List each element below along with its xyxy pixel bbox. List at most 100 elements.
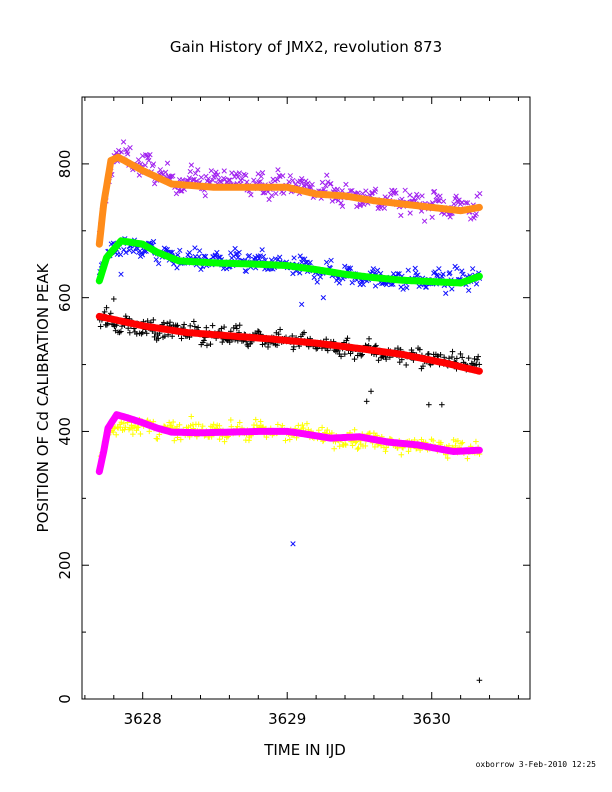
data-point — [150, 238, 157, 245]
data-point — [196, 248, 203, 254]
data-point — [402, 187, 408, 193]
data-point — [355, 445, 362, 451]
data-point — [388, 281, 394, 288]
data-point — [421, 218, 428, 224]
data-point — [191, 318, 197, 325]
data-point — [415, 194, 421, 201]
data-point — [415, 272, 421, 278]
data-point — [277, 326, 283, 333]
data-point — [473, 281, 480, 287]
data-point — [383, 356, 389, 362]
outlier-point — [439, 401, 445, 408]
data-point — [117, 251, 124, 258]
data-point — [449, 286, 455, 292]
data-point — [125, 151, 131, 157]
data-point — [266, 196, 272, 203]
outlier-point — [476, 677, 483, 684]
data-point — [259, 341, 266, 348]
x-tick-label: 3629 — [268, 710, 306, 728]
data-point — [440, 198, 447, 204]
data-point — [167, 319, 173, 326]
y-tick-label: 200 — [56, 551, 74, 580]
data-point — [477, 190, 483, 197]
data-point — [233, 322, 239, 329]
data-point — [192, 245, 198, 251]
data-point — [202, 253, 209, 260]
data-point — [405, 448, 412, 455]
data-point — [147, 152, 153, 158]
outlier-point — [320, 295, 326, 301]
data-point — [164, 320, 171, 327]
fit-curve-5 — [95, 312, 483, 375]
data-point — [214, 249, 220, 256]
data-marks — [95, 139, 483, 684]
data-point — [454, 355, 460, 362]
data-point — [173, 190, 180, 197]
data-point — [412, 265, 418, 271]
data-point — [273, 190, 279, 197]
data-point — [334, 186, 341, 192]
data-point — [252, 416, 259, 423]
data-point — [209, 322, 216, 329]
data-point — [142, 152, 149, 158]
data-point — [190, 176, 196, 183]
data-point — [441, 354, 447, 361]
data-point — [215, 172, 221, 178]
data-point — [431, 188, 438, 195]
data-point — [394, 271, 401, 277]
data-point — [419, 193, 425, 199]
data-point — [343, 442, 349, 448]
data-point — [286, 436, 293, 443]
data-point — [228, 417, 234, 423]
data-point — [219, 339, 226, 345]
fit-curve-1 — [95, 153, 483, 248]
data-point — [128, 422, 135, 428]
data-point — [216, 422, 223, 429]
data-point — [192, 170, 199, 177]
data-point — [130, 248, 137, 255]
data-point — [263, 434, 270, 440]
data-point — [234, 325, 240, 332]
data-point — [178, 188, 184, 194]
outlier-point — [103, 304, 110, 311]
data-point — [101, 309, 108, 315]
data-point — [170, 173, 176, 179]
data-point — [345, 265, 352, 271]
data-point — [403, 362, 409, 368]
data-point — [362, 443, 369, 449]
data-point — [437, 193, 443, 199]
data-point — [177, 436, 184, 443]
data-point — [430, 438, 436, 444]
data-point — [425, 350, 432, 357]
data-point — [169, 333, 175, 340]
data-point — [363, 188, 369, 194]
data-point — [366, 336, 372, 342]
data-point — [201, 253, 207, 259]
data-point — [110, 429, 117, 435]
y-axis-label: POSITION OF Cd CALIBRATION PEAK — [34, 262, 52, 532]
data-point — [287, 173, 293, 179]
data-point — [358, 352, 365, 359]
data-point — [324, 347, 331, 354]
data-point — [351, 356, 358, 362]
y-tick-label: 400 — [56, 417, 74, 446]
data-point — [351, 426, 358, 433]
data-point — [117, 424, 124, 430]
data-point — [323, 259, 330, 265]
data-point — [423, 284, 430, 290]
data-point — [275, 421, 281, 428]
data-point — [301, 329, 307, 336]
data-point — [411, 195, 417, 202]
data-point — [404, 285, 410, 291]
data-point — [272, 178, 278, 184]
y-tick-label: 600 — [56, 283, 74, 312]
data-point — [291, 255, 297, 261]
data-point — [372, 283, 379, 289]
data-point — [151, 181, 158, 187]
data-point — [246, 253, 252, 259]
data-point — [375, 357, 382, 364]
data-point — [387, 191, 394, 198]
data-point — [157, 167, 164, 173]
x-axis-label: TIME IN IJD — [263, 741, 346, 759]
data-point — [127, 329, 133, 336]
